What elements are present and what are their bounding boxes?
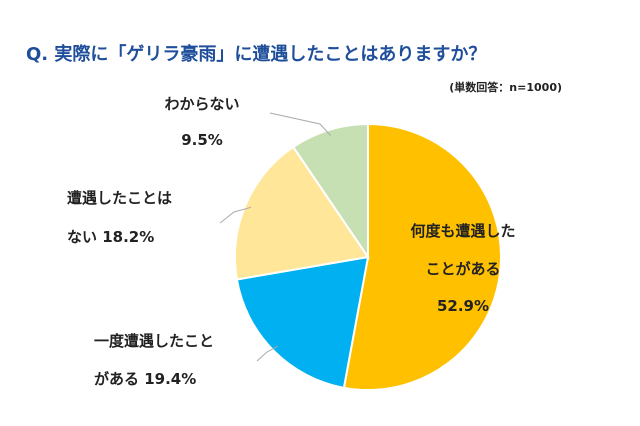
slice-label: がある 19.4%	[94, 370, 196, 388]
slice-label: 52.9%	[437, 297, 489, 315]
pie-slice	[291, 122, 369, 261]
slice-label: ない 18.2%	[67, 228, 154, 246]
pie-slice	[235, 255, 370, 389]
slice-label: 何度も遭遇した	[410, 222, 515, 240]
slice-label: 一度遭遇したこと	[94, 332, 214, 350]
sample-note: (単数回答：n=1000)	[449, 81, 562, 94]
slice-label: わからない	[164, 95, 239, 113]
leader-line	[256, 345, 278, 362]
slice-label: ことがある	[425, 260, 500, 278]
pie-slice	[342, 122, 502, 391]
slice-label: 9.5%	[181, 131, 223, 149]
leader-line	[219, 206, 252, 224]
leader-line	[269, 112, 332, 136]
pie-slices	[234, 122, 502, 391]
slice-label: 遭遇したことは	[67, 189, 172, 207]
chart-title: Q. 実際に「ゲリラ豪雨」に遭遇したことはありますか？	[26, 44, 487, 65]
pie-slice	[234, 145, 370, 281]
leader-lines	[219, 112, 332, 362]
